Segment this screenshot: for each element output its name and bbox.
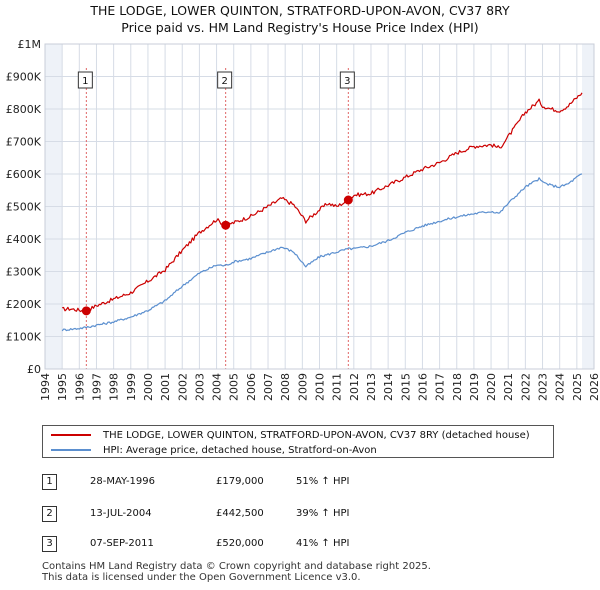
x-tick-label: 2014 (382, 373, 395, 401)
y-tick-label: £300K (6, 266, 42, 279)
x-tick-label: 2010 (314, 373, 327, 401)
x-tick-label: 2006 (245, 373, 258, 401)
x-tick-label: 1994 (39, 373, 52, 401)
x-tick-label: 2015 (399, 373, 412, 401)
x-tick-label: 2009 (296, 373, 309, 401)
property-price-line (62, 92, 583, 313)
x-tick-label: 2025 (571, 373, 584, 401)
sale-price: £179,000 (216, 476, 264, 487)
legend-item-property: THE LODGE, LOWER QUINTON, STRATFORD-UPON… (51, 427, 530, 443)
x-tick-label: 2019 (468, 373, 481, 401)
x-tick-label: 1997 (90, 373, 103, 401)
footer-copyright: Contains HM Land Registry data © Crown c… (42, 561, 431, 572)
x-tick-label: 2022 (519, 373, 532, 401)
y-tick-label: £700K (6, 136, 42, 149)
x-tick-label: 2024 (554, 373, 567, 401)
x-tick-label: 2018 (451, 373, 464, 401)
sale-hpi-change: 51% ↑ HPI (296, 476, 350, 487)
y-tick-label: £1M (18, 38, 42, 51)
legend-swatch-hpi (51, 449, 91, 451)
hpi-line (61, 173, 583, 332)
legend-item-hpi: HPI: Average price, detached house, Stra… (51, 442, 377, 458)
plot-frame (44, 43, 595, 370)
y-tick-label: £0 (27, 363, 41, 376)
x-tick-label: 2017 (434, 373, 447, 401)
sale-price: £442,500 (216, 508, 264, 519)
sale-row: 3 07-SEP-2011 £520,000 41% ↑ HPI (42, 536, 582, 554)
sale-price: £520,000 (216, 538, 264, 549)
y-tick-label: £200K (6, 298, 42, 311)
sale-number-box (339, 71, 355, 89)
x-tick-label: 2016 (416, 373, 429, 401)
x-tick-label: 2001 (159, 373, 172, 401)
chart-title: THE LODGE, LOWER QUINTON, STRATFORD-UPON… (0, 2, 600, 36)
legend-label-property: THE LODGE, LOWER QUINTON, STRATFORD-UPON… (103, 429, 530, 441)
x-tick-label: 2011 (331, 373, 344, 401)
title-line-1: THE LODGE, LOWER QUINTON, STRATFORD-UPON… (90, 3, 510, 18)
y-tick-label: £100K (6, 331, 42, 344)
x-tick-label: 2005 (228, 373, 241, 401)
sale-point (221, 220, 231, 230)
x-tick-label: 1995 (56, 373, 69, 401)
sale-number-label: 3 (339, 71, 355, 89)
price-chart: £0 £100K £200K £300K £400K £500K £600K £700K £80… (6, 38, 600, 401)
x-tick-label: 2023 (537, 373, 550, 401)
x-tick-label: 2012 (348, 373, 361, 401)
sale-hpi-change: 39% ↑ HPI (296, 508, 350, 519)
x-tick-label: 2000 (142, 373, 155, 401)
sale-number-badge: 2 (42, 506, 57, 522)
sale-number-label: 1 (77, 71, 93, 89)
y-tick-label: £800K (6, 103, 42, 116)
x-tick-label: 1999 (125, 373, 138, 401)
legend-swatch-property (51, 434, 91, 436)
sale-point (81, 306, 91, 316)
sale-date: 28-MAY-1996 (90, 476, 156, 487)
sale-number-badge: 1 (42, 474, 57, 490)
x-tick-label: 2008 (279, 373, 292, 401)
sale-number-label: 2 (217, 71, 233, 89)
sale-number-text: 2 (221, 76, 227, 87)
x-tick-label: 2013 (365, 373, 378, 401)
sale-point (343, 195, 353, 205)
sale-date: 13-JUL-2004 (90, 508, 152, 519)
footer-licence: This data is licensed under the Open Gov… (42, 572, 361, 583)
x-tick-label: 2002 (176, 373, 189, 401)
x-tick-label: 2003 (193, 373, 206, 401)
sale-date: 07-SEP-2011 (90, 538, 154, 549)
sale-number-badge: 3 (42, 536, 57, 552)
y-tick-label: £600K (6, 168, 42, 181)
sale-hpi-change: 41% ↑ HPI (296, 538, 350, 549)
x-tick-label: 2007 (262, 373, 275, 401)
sale-number-box (217, 71, 233, 89)
x-tick-label: 2004 (211, 373, 224, 401)
legend-label-hpi: HPI: Average price, detached house, Stra… (103, 444, 377, 456)
sale-number-box (77, 71, 93, 89)
title-line-2: Price paid vs. HM Land Registry's House … (121, 20, 479, 35)
y-tick-label: £900K (6, 71, 42, 84)
legend: THE LODGE, LOWER QUINTON, STRATFORD-UPON… (42, 425, 554, 458)
x-tick-label: 1998 (108, 373, 121, 401)
sale-row: 1 28-MAY-1996 £179,000 51% ↑ HPI (42, 474, 582, 492)
footer: Contains HM Land Registry data © Crown c… (42, 561, 431, 583)
x-tick-label: 2026 (588, 373, 600, 401)
x-tick-label: 1996 (73, 373, 86, 401)
x-tick-label: 2021 (502, 373, 515, 401)
sale-number-text: 1 (82, 76, 88, 87)
sale-row: 2 13-JUL-2004 £442,500 39% ↑ HPI (42, 506, 582, 524)
y-tick-label: £400K (6, 233, 42, 246)
x-tick-label: 2020 (485, 373, 498, 401)
sale-number-text: 3 (344, 76, 350, 87)
y-tick-label: £500K (6, 201, 42, 214)
